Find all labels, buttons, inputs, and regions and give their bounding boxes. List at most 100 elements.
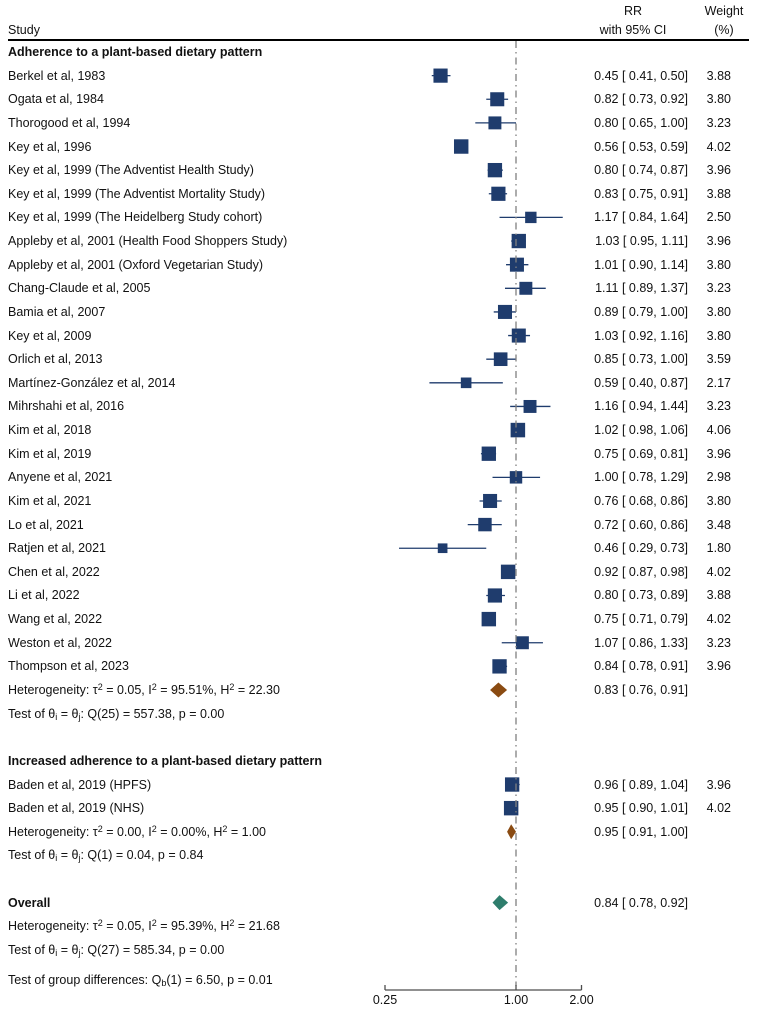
study-label: Wang et al, 2022 [8,612,103,627]
rr-value: 1.07 [ 0.86, 1.33] [594,635,688,650]
study-row: Lo et al, 2021 0.72 [ 0.60, 0.86] 3.48 [0,513,757,537]
weight-column-header: Weight [704,4,744,18]
group-header-row: Increased adherence to a plant-based die… [0,749,757,773]
rr-value: 1.16 [ 0.94, 1.44] [594,399,688,414]
weight-value: 4.02 [706,612,731,627]
study-row: Chang-Claude et al, 2005 1.11 [ 0.89, 1.3… [0,276,757,300]
header-divider [8,39,749,41]
group-summary-row: Heterogeneity: τ2 = 0.05, I2 = 95.51%, H… [0,678,757,702]
study-row: Martínez-González et al, 2014 0.59 [ 0.40… [0,371,757,395]
rr-value: 1.03 [ 0.92, 1.16] [594,328,688,343]
study-row: Thorogood et al, 1994 0.80 [ 0.65, 1.00] 3… [0,111,757,135]
study-label: Anyene et al, 2021 [8,470,113,485]
heterogeneity-text: Heterogeneity: τ2 = 0.05, I2 = 95.39%, H… [8,918,280,934]
weight-value: 3.23 [706,281,731,296]
heterogeneity-text: Heterogeneity: τ2 = 0.05, I2 = 95.51%, H… [8,682,280,698]
study-label: Kim et al, 2021 [8,493,92,508]
study-row: Key et al, 1999 (The Adventist Mortality… [0,182,757,206]
study-row: Key et al, 1999 (The Heidelberg Study co… [0,205,757,229]
weight-value: 3.80 [706,328,731,343]
rr-value: 0.76 [ 0.68, 0.86] [594,493,688,508]
weight-unit-header: (%) [714,23,734,37]
rr-value: 0.96 [ 0.89, 1.04] [594,777,688,792]
rr-value: 0.75 [ 0.69, 0.81] [594,446,688,461]
study-label: Key et al, 1999 (The Heidelberg Study co… [8,210,263,225]
study-row: Anyene et al, 2021 1.00 [ 0.78, 1.29] 2.98 [0,465,757,489]
weight-value: 3.96 [706,659,731,674]
group-title: Adherence to a plant-based dietary patte… [8,45,263,59]
group-difference-row: Test of group differences: Qb(1) = 6.50,… [0,968,757,992]
group-test-row: Test of θi = θj: Q(1) = 0.04, p = 0.84 [0,843,757,867]
group-summary-row: Heterogeneity: τ2 = 0.00, I2 = 0.00%, H2… [0,820,757,844]
rr-value: 0.95 [ 0.91, 1.00] [594,824,688,839]
study-row: Key et al, 2009 1.03 [ 0.92, 1.16] 3.80 [0,324,757,348]
study-label: Key et al, 2009 [8,328,92,343]
rr-column-header: RR [623,4,643,18]
study-row: Appleby et al, 2001 (Oxford Vegetarian S… [0,253,757,277]
weight-value: 2.98 [706,470,731,485]
group-difference-text: Test of group differences: Qb(1) = 6.50,… [8,972,273,988]
rr-value: 0.84 [ 0.78, 0.92] [594,895,688,910]
study-label: Ratjen et al, 2021 [8,541,106,556]
rr-value: 0.75 [ 0.71, 0.79] [594,612,688,627]
test-text: Test of θi = θj: Q(25) = 557.38, p = 0.0… [8,706,225,722]
weight-value: 3.96 [706,446,731,461]
study-row: Chen et al, 2022 0.92 [ 0.87, 0.98] 4.02 [0,560,757,584]
study-row: Ogata et al, 1984 0.82 [ 0.73, 0.92] 3.80 [0,87,757,111]
overall-test-row: Test of θi = θj: Q(27) = 585.34, p = 0.0… [0,938,757,962]
axis-tick-label: 2.00 [569,993,594,1007]
study-row: Berkel et al, 1983 0.45 [ 0.41, 0.50] 3.88 [0,64,757,88]
weight-value: 3.96 [706,234,731,249]
weight-value: 3.88 [706,68,731,83]
study-row: Key et al, 1999 (The Adventist Health St… [0,158,757,182]
axis-tick-label: 0.25 [372,993,398,1007]
study-label: Chen et al, 2022 [8,564,100,579]
test-text: Test of θi = θj: Q(1) = 0.04, p = 0.84 [8,848,204,864]
study-label: Lo et al, 2021 [8,517,84,532]
study-column-header: Study [8,23,40,37]
study-label: Martínez-González et al, 2014 [8,375,176,390]
study-row: Kim et al, 2021 0.76 [ 0.68, 0.86] 3.80 [0,489,757,513]
weight-value: 3.23 [706,399,731,414]
rr-value: 1.00 [ 0.78, 1.29] [594,470,688,485]
weight-value: 3.80 [706,257,731,272]
study-row: Mihrshahi et al, 2016 1.16 [ 0.94, 1.44] 3… [0,394,757,418]
weight-value: 3.96 [706,777,731,792]
study-label: Ogata et al, 1984 [8,92,104,107]
heterogeneity-text: Heterogeneity: τ2 = 0.00, I2 = 0.00%, H2… [8,823,267,839]
study-row: Wang et al, 2022 0.75 [ 0.71, 0.79] 4.02 [0,607,757,631]
rr-value: 0.80 [ 0.73, 0.89] [594,588,688,603]
group-header-row: Adherence to a plant-based dietary patte… [0,40,757,64]
study-label: Key et al, 1996 [8,139,92,154]
study-row: Kim et al, 2018 1.02 [ 0.98, 1.06] 4.06 [0,418,757,442]
weight-value: 4.02 [706,801,731,816]
rr-value: 0.83 [ 0.76, 0.91] [594,683,688,697]
study-label: Key et al, 1999 (The Adventist Mortality… [8,186,266,201]
weight-value: 3.80 [706,92,731,107]
rr-value: 0.80 [ 0.65, 1.00] [594,115,688,130]
rr-value: 1.11 [ 0.89, 1.37] [595,281,688,296]
axis-tick-label: 1.00 [503,993,529,1007]
study-label: Berkel et al, 1983 [8,68,106,83]
rr-value: 1.03 [ 0.95, 1.11] [595,234,688,249]
rr-value: 0.82 [ 0.73, 0.92] [594,92,688,107]
weight-value: 4.06 [706,423,731,438]
study-row: Baden et al, 2019 (NHS) 0.95 [ 0.90, 1.01… [0,796,757,820]
weight-value: 4.02 [706,139,731,154]
study-label: Kim et al, 2018 [8,423,92,438]
rr-value: 0.56 [ 0.53, 0.59] [594,139,688,154]
weight-value: 3.88 [706,588,731,603]
study-row: Weston et al, 2022 1.07 [ 0.86, 1.33] 3.23 [0,631,757,655]
study-row: Orlich et al, 2013 0.85 [ 0.73, 1.00] 3.59 [0,347,757,371]
weight-value: 3.23 [706,115,731,130]
weight-value: 3.80 [706,493,731,508]
weight-value: 3.59 [706,352,731,367]
weight-value: 4.02 [706,564,731,579]
weight-value: 3.88 [706,186,731,201]
overall-heterogeneity-row: Heterogeneity: τ2 = 0.05, I2 = 95.39%, H… [0,914,757,938]
rr-value: 0.84 [ 0.78, 0.91] [594,659,688,674]
rr-value: 0.95 [ 0.90, 1.01] [594,801,688,816]
study-label: Chang-Claude et al, 2005 [8,281,151,296]
